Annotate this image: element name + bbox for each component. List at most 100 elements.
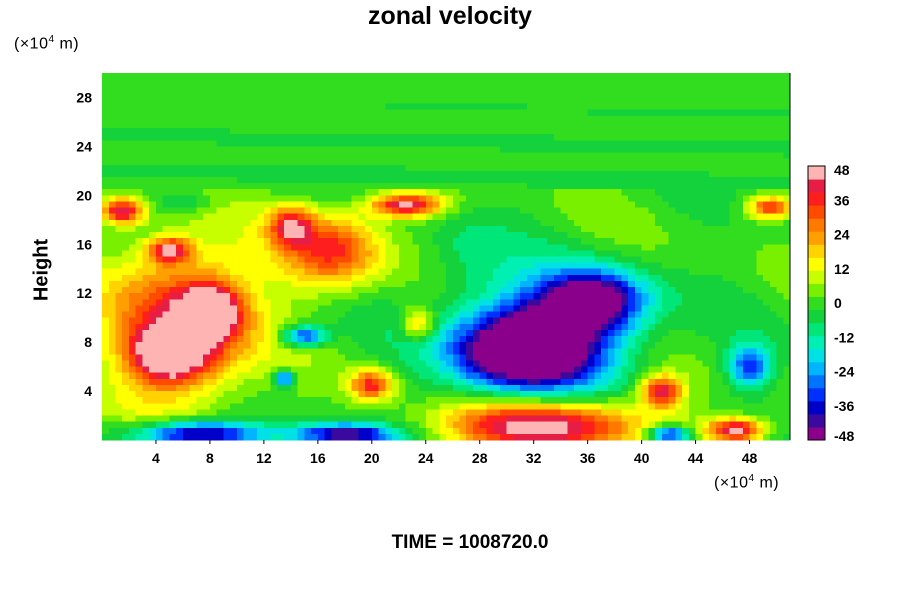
heatmap-cell — [351, 262, 359, 270]
heatmap-cell — [479, 232, 488, 239]
heatmap-cell — [331, 140, 339, 147]
heatmap-cell — [533, 342, 542, 349]
heatmap-cell — [648, 311, 656, 319]
heatmap-cell — [196, 360, 204, 368]
heatmap-cell — [358, 91, 366, 99]
heatmap-cell — [547, 170, 555, 178]
heatmap-cell — [135, 189, 144, 196]
heatmap-cell — [419, 311, 427, 319]
heatmap-cell — [297, 109, 305, 117]
heatmap-cell — [513, 299, 521, 307]
heatmap-cell — [729, 360, 737, 368]
heatmap-cell — [486, 195, 494, 203]
heatmap-cell — [621, 354, 629, 362]
heatmap-cell — [776, 256, 784, 264]
heatmap-cell — [742, 280, 751, 288]
heatmap-cell — [459, 348, 467, 355]
heatmap-cell — [641, 201, 649, 209]
heatmap-cell — [209, 85, 218, 92]
heatmap-cell — [661, 256, 670, 264]
heatmap-cell — [695, 128, 703, 135]
heatmap-cell — [142, 262, 150, 270]
heatmap-cell — [398, 219, 407, 227]
heatmap-cell — [513, 323, 521, 331]
heatmap-cell — [729, 256, 737, 264]
heatmap-cell — [614, 274, 622, 282]
heatmap-cell — [769, 158, 778, 166]
heatmap-cell — [783, 280, 791, 288]
heatmap-cell — [648, 293, 656, 300]
heatmap-cell — [607, 103, 616, 111]
heatmap-cell — [655, 195, 663, 203]
heatmap-cell — [472, 164, 481, 172]
heatmap-cell — [351, 152, 359, 160]
heatmap-cell — [729, 164, 737, 172]
heatmap-cell — [446, 128, 454, 135]
heatmap-cell — [446, 195, 454, 203]
heatmap-cell — [574, 232, 582, 239]
heatmap-cell — [769, 323, 778, 331]
heatmap-cell — [277, 121, 285, 129]
heatmap-cell — [284, 152, 292, 160]
heatmap-cell — [472, 146, 481, 154]
heatmap-cell — [574, 183, 582, 190]
heatmap-cell — [621, 176, 629, 184]
heatmap-cell — [695, 244, 703, 251]
heatmap-cell — [655, 287, 663, 294]
heatmap-cell — [196, 134, 204, 141]
heatmap-cell — [736, 268, 744, 276]
heatmap-cell — [661, 213, 670, 221]
heatmap-cell — [655, 128, 663, 135]
heatmap-cell — [162, 238, 171, 245]
heatmap-cell — [587, 360, 595, 368]
heatmap-cell — [553, 213, 562, 221]
heatmap-cell — [324, 232, 332, 239]
heatmap-cell — [203, 146, 211, 154]
heatmap-cell — [250, 158, 258, 166]
heatmap-cell — [128, 336, 137, 343]
heatmap-cell — [621, 293, 629, 300]
heatmap-cell — [439, 85, 447, 92]
heatmap-cell — [378, 195, 386, 203]
heatmap-cell — [277, 225, 285, 233]
heatmap-cell — [338, 311, 346, 319]
heatmap-cell — [567, 274, 575, 282]
heatmap-cell — [607, 244, 616, 251]
heatmap-cell — [695, 79, 703, 86]
heatmap-cell — [122, 250, 130, 258]
heatmap-cell — [358, 85, 366, 92]
heatmap-cell — [776, 91, 784, 99]
heatmap-cell — [682, 195, 690, 203]
heatmap-cell — [284, 97, 292, 105]
heatmap-cell — [776, 140, 784, 147]
heatmap-cell — [196, 274, 204, 282]
heatmap-cell — [446, 336, 454, 343]
heatmap-cell — [520, 183, 528, 190]
heatmap-cell — [533, 305, 542, 313]
heatmap-cell — [419, 299, 427, 307]
heatmap-cell — [378, 329, 386, 337]
heatmap-cell — [176, 256, 184, 264]
heatmap-cell — [472, 336, 481, 343]
heatmap-cell — [540, 256, 548, 264]
heatmap-cell — [290, 170, 299, 178]
heatmap-cell — [594, 164, 602, 172]
heatmap-cell — [675, 274, 683, 282]
heatmap-cell — [169, 140, 177, 147]
heatmap-cell — [122, 323, 130, 331]
heatmap-cell — [567, 250, 575, 258]
heatmap-cell — [567, 91, 575, 99]
heatmap-cell — [223, 115, 231, 123]
heatmap-cell — [250, 109, 258, 117]
heatmap-cell — [425, 268, 434, 276]
heatmap-cell — [661, 317, 670, 325]
heatmap-cell — [398, 207, 407, 215]
heatmap-cell — [749, 164, 757, 172]
heatmap-cell — [358, 146, 366, 154]
heatmap-cell — [594, 91, 602, 99]
heatmap-cell — [499, 213, 508, 221]
heatmap-cell — [209, 73, 218, 80]
heatmap-cell — [648, 121, 656, 129]
heatmap-cell — [351, 115, 359, 123]
heatmap-cell — [122, 140, 130, 147]
